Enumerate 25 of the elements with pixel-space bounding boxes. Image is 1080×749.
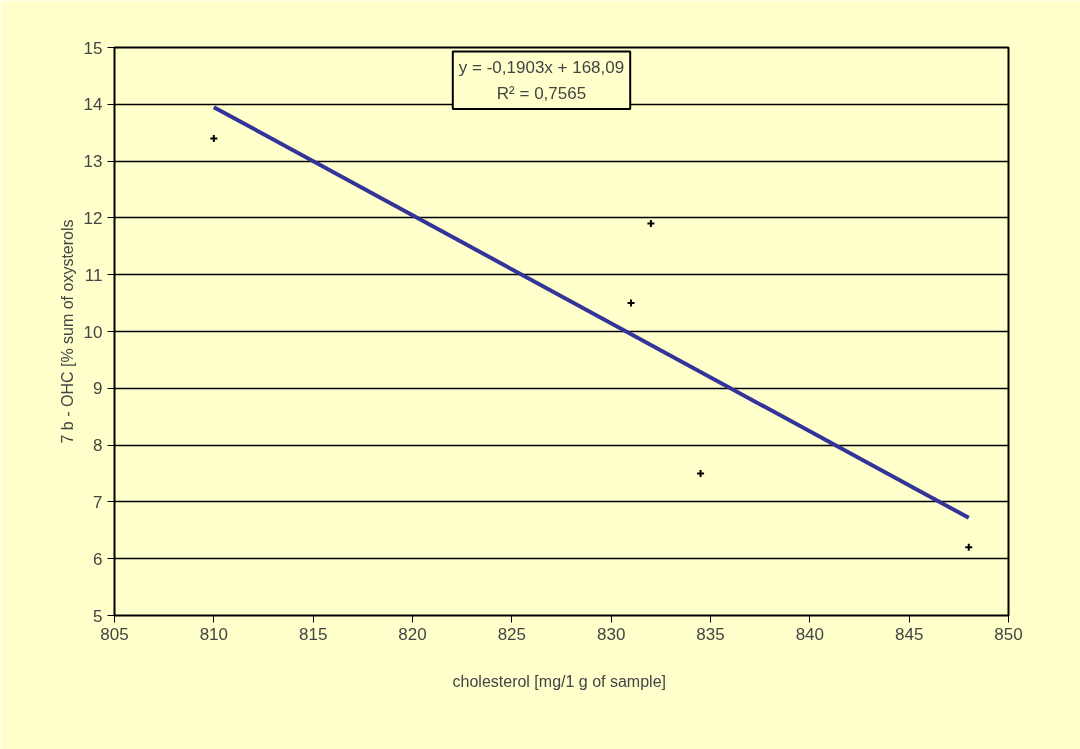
annotation: R² = 0,7565 [496, 84, 587, 104]
x-tick-label: 845 [894, 624, 924, 644]
y-tick-label: 8 [93, 436, 103, 456]
y-tick-label: 14 [83, 95, 103, 115]
y-tick-label: 9 [93, 379, 103, 399]
y-tick-label: 11 [84, 265, 103, 285]
y-tick-label: 7 [93, 492, 103, 512]
x-tick-label: 805 [100, 624, 129, 644]
x-tick-label: 830 [596, 624, 626, 644]
x-tick-label: 835 [696, 624, 725, 644]
y-axis-title: 7 b - OHC [% sum of oxysterols [58, 219, 76, 444]
x-tick-label: 825 [497, 624, 527, 644]
x-tick-label: 840 [795, 624, 825, 644]
x-tick-label: 810 [199, 624, 229, 644]
x-tick-label: 815 [298, 624, 328, 644]
x-tick-label: 820 [398, 624, 427, 644]
x-tick-label: 850 [994, 624, 1023, 644]
x-axis-title: cholesterol [mg/1 g of sample] [452, 672, 666, 690]
y-tick-label: 15 [83, 38, 103, 58]
y-tick-label: 13 [83, 152, 103, 172]
y-tick-label: 12 [83, 208, 103, 228]
annotation: y = -0,1903x + 168,09 [458, 57, 625, 77]
y-tick-label: 6 [93, 549, 103, 569]
y-tick-label: 5 [93, 606, 103, 626]
y-tick-label: 10 [83, 322, 103, 342]
